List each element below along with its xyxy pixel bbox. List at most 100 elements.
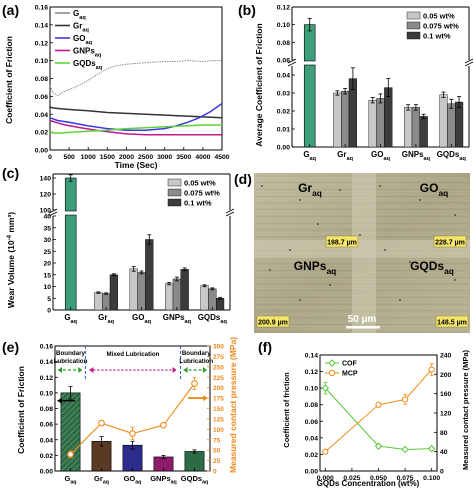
chart-b-bar (454, 101, 464, 148)
chart-c-ytick-label: 140 (40, 176, 52, 183)
chart-e-arrowhead-mixed (172, 367, 177, 373)
chart-a: 0 500 1000 1500 2000 2500 3000 3500 4000 4500 0.00… (4, 5, 230, 171)
chart-e-ytick-label-right: 0 (213, 469, 217, 476)
micrograph-label-gqds: GQDsaq (410, 259, 454, 276)
chart-e-ytick-label-right: 125 (213, 416, 224, 423)
chart-e-ytick-label-left: 0.12 (40, 375, 53, 382)
chart-c-ytick-label: 5 (47, 296, 51, 303)
chart-e-ytick-label-left: 0.06 (40, 422, 53, 429)
chart-b-bar (411, 107, 420, 148)
micrograph-scalebar (346, 326, 380, 329)
chart-b-category-label: GQDsaq (437, 150, 467, 162)
chart-a-xtick-label: 0 (48, 154, 52, 161)
chart-b-legend-swatch (406, 11, 421, 20)
chart-a-ytick-label: 0.08 (35, 76, 48, 83)
chart-e-arrowhead (183, 367, 188, 373)
chart-e-ytick-label-right: 225 (213, 375, 224, 382)
chart-e-pressure-point (129, 430, 136, 437)
panel-label-a: (a) (2, 2, 19, 18)
chart-a-ytick-label: 0.06 (35, 94, 48, 101)
chart-c-ytick-label: 30 (43, 237, 51, 244)
panel-label-d: (d) (234, 171, 252, 187)
chart-c-ytick-label: 10 (43, 284, 51, 291)
chart-a-series-GQDsaq (49, 124, 222, 134)
chart-f-ytick-label-left: 0.12 (305, 369, 318, 376)
chart-b-bar (439, 94, 448, 148)
chart-c-bar (215, 298, 225, 311)
chart-f-ytick-label-right: 120 (440, 411, 452, 418)
chart-b-legend-label: 0.075 wt% (423, 22, 459, 31)
micrograph-label-go: GOaq (420, 181, 448, 198)
chart-e-ytick-label-left: 0.08 (40, 406, 53, 413)
chart-e-arrowhead (58, 367, 62, 373)
chart-f-series-COF (324, 387, 432, 451)
chart-f-ytick-label-left: 0.08 (305, 402, 318, 409)
chart-c-ytick-label: 25 (43, 249, 51, 256)
chart-a-ytick-label: 0.00 (35, 148, 48, 155)
chart-a-legend-label: Gaq (73, 9, 86, 21)
chart-e-ytick-label-left: 0.00 (40, 469, 53, 476)
panel-label-f: (f) (258, 339, 272, 355)
chart-a-xtick-label: 2500 (138, 154, 153, 161)
chart-a-legend-label: Graq (73, 22, 89, 34)
chart-c-ytick-label: 15 (43, 272, 51, 279)
chart-a-xtick-label: 500 (63, 154, 75, 161)
chart-f-ytick-label-left: 0.02 (305, 452, 318, 459)
chart-f-point-COF (374, 442, 383, 450)
chart-a-xtick-label: 3000 (157, 154, 172, 161)
chart-a-xtick-label: 3500 (176, 154, 191, 161)
micrograph-measure-box (256, 315, 290, 328)
chart-c-bar-base-lower (64, 214, 77, 311)
micrograph-speck (359, 234, 361, 236)
chart-c-ytick-label: 20 (43, 261, 51, 268)
micrograph-measure-label: 200.9 µm (258, 319, 288, 326)
chart-a-ylabel: Coefficient of Friction (4, 36, 14, 124)
chart-a-xlabel: Time (Sec) (115, 160, 158, 170)
chart-f-point-MCP (375, 401, 382, 408)
chart-f-ytick-label-left: 0.06 (305, 419, 318, 426)
chart-f: 0.000 0.025 0.050 0.075 0.1000.000.020.040.0… (282, 349, 470, 488)
chart-c-category-label: GNPsaq (163, 313, 192, 325)
chart-e-ytick-label-left: 0.16 (40, 344, 53, 351)
chart-c-legend-label: 0.075 wt% (184, 189, 220, 198)
chart-e-ytick-label-right: 275 (213, 354, 224, 361)
chart-b-break-right-b (464, 61, 474, 67)
chart-a-legend-label: GQDsaq (73, 59, 103, 71)
chart-b-ytick-label: 0.12 (277, 5, 290, 12)
chart-b-category-label: GOaq (371, 150, 391, 162)
chart-a-ytick-label: 0.14 (35, 22, 48, 29)
chart-c-bar (109, 274, 118, 311)
chart-e-region-label-3: Boundary (182, 350, 211, 357)
chart-f-point-MCP (322, 448, 329, 455)
chart-a-ytick-label: 0.10 (35, 58, 48, 65)
chart-c-bar (129, 268, 138, 311)
chart-e-arrowhead-mixed (89, 367, 94, 373)
chart-e-left-axis-arrowhead (57, 397, 62, 404)
micrograph-speck (329, 284, 331, 286)
micrograph-measure-label: 148.5 µm (437, 319, 467, 326)
chart-b-ytick-label: 0.03 (277, 91, 290, 98)
chart-a-series-GNPsaq (49, 119, 222, 136)
chart-a-xtick-label: 1500 (100, 154, 115, 161)
chart-f-ytick-label-left: 0.14 (305, 353, 318, 360)
micrograph-measure-label: 198.7 µm (327, 239, 357, 246)
chart-a-ytick-label: 0.02 (35, 130, 48, 137)
chart-c-legend-swatch (167, 198, 182, 207)
chart-e-ylabel-left: Coefficient of Friction (16, 366, 26, 454)
chart-b-bar (333, 92, 342, 148)
chart-b-ytick-label: 0.08 (277, 40, 290, 47)
chart-c-bar (165, 283, 174, 311)
chart-c-break-right-b (225, 211, 235, 217)
chart-b-bar (419, 116, 428, 148)
chart-f-ytick-label-left: 0.10 (305, 386, 318, 393)
micrograph-speck (379, 185, 381, 187)
chart-f-frame (319, 354, 438, 472)
chart-e-ytick-label-right: 75 (213, 437, 221, 444)
micrograph-speck (399, 299, 401, 301)
chart-f-point-COF (427, 444, 436, 453)
chart-b-legend-label: 0.1 wt% (423, 32, 451, 41)
chart-a-ytick-label: 0.16 (35, 5, 48, 12)
chart-c-legend-label: 0.05 wt% (184, 179, 216, 188)
chart-c-legend-label: 0.1 wt% (184, 199, 212, 208)
micrograph-speck (384, 249, 386, 251)
